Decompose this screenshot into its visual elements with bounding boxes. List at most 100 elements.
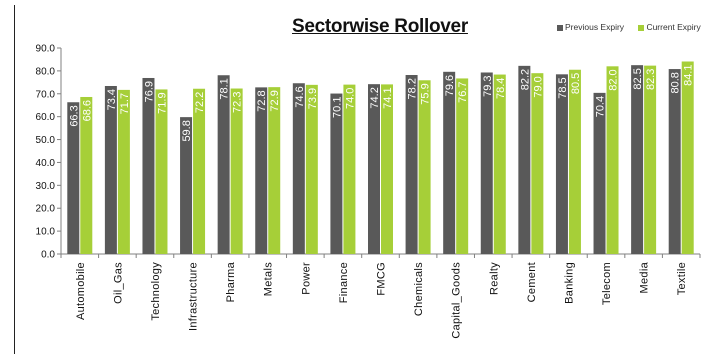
data-label: 82.0 (608, 69, 620, 90)
bar-current-expiry (230, 88, 243, 254)
bar-previous-expiry (180, 117, 193, 254)
legend-swatch-current (638, 24, 645, 31)
data-label: 75.9 (420, 83, 432, 104)
bar-current-expiry (268, 87, 281, 254)
data-label: 78.5 (557, 77, 569, 98)
chart-title: Sectorwise Rollover (292, 16, 468, 37)
x-category-label: Power (300, 262, 312, 295)
y-tick-label: 60.0 (36, 112, 56, 123)
data-label: 79.6 (444, 75, 456, 96)
x-category-label: Chemicals (413, 262, 425, 316)
bar-previous-expiry (292, 83, 305, 254)
data-label: 78.2 (407, 78, 419, 99)
bar-current-expiry (456, 78, 469, 254)
data-label: 72.3 (232, 92, 244, 113)
bar-previous-expiry (142, 77, 155, 255)
data-label: 72.9 (269, 90, 281, 111)
data-label: 70.4 (595, 96, 607, 117)
bar-previous-expiry (518, 65, 531, 254)
bar-current-expiry (644, 65, 657, 254)
data-label: 82.2 (519, 69, 531, 90)
bar-current-expiry (117, 89, 130, 255)
y-tick-label: 50.0 (36, 135, 56, 146)
bar-previous-expiry (217, 75, 230, 254)
data-label: 74.0 (344, 88, 356, 109)
x-category-label: Capital_Goods (451, 262, 463, 339)
legend-label-previous: Previous Expiry (565, 22, 625, 32)
data-label: 73.4 (106, 89, 118, 110)
x-category-label: Finance (338, 262, 350, 303)
bar-current-expiry (155, 89, 168, 254)
data-label: 76.7 (457, 81, 469, 102)
bar-current-expiry (606, 66, 619, 254)
data-label: 72.8 (256, 90, 268, 111)
data-label: 82.3 (645, 69, 657, 90)
data-label: 76.9 (143, 81, 155, 102)
data-label: 59.8 (181, 120, 193, 141)
legend-item-previous: Previous Expiry (557, 22, 624, 32)
bar-previous-expiry (330, 93, 343, 254)
legend-label-current: Current Expiry (646, 22, 701, 32)
legend-item-current: Current Expiry (638, 22, 701, 32)
y-tick-label: 90.0 (36, 44, 56, 55)
bar-current-expiry (343, 84, 356, 254)
bar-previous-expiry (668, 69, 681, 255)
data-label: 71.9 (156, 92, 168, 113)
bar-current-expiry (568, 69, 581, 254)
y-tick-label: 10.0 (36, 227, 56, 238)
data-label: 78.4 (495, 78, 507, 99)
data-label: 79.3 (482, 75, 494, 96)
x-category-label: FMCG (376, 262, 388, 296)
bar-current-expiry (80, 96, 93, 254)
bar-previous-expiry (631, 65, 644, 255)
x-category-label: Cement (526, 262, 538, 302)
chart-legend: Previous Expiry Current Expiry (557, 22, 713, 32)
bar-current-expiry (305, 84, 318, 255)
data-label: 68.6 (81, 100, 93, 121)
x-category-label: Pharma (225, 261, 237, 302)
data-label: 74.6 (294, 86, 306, 107)
data-label: 82.5 (632, 68, 644, 89)
data-label: 78.1 (219, 78, 231, 99)
bar-current-expiry (493, 74, 506, 254)
bar-previous-expiry (405, 75, 418, 255)
data-label: 84.1 (683, 65, 695, 86)
y-tick-label: 0.0 (41, 250, 55, 261)
y-tick-label: 20.0 (36, 204, 56, 215)
x-category-label: Infrastructure (188, 262, 200, 331)
x-category-label: Banking (563, 262, 575, 304)
bar-previous-expiry (67, 102, 80, 254)
bar-current-expiry (531, 73, 544, 254)
bar-current-expiry (418, 80, 431, 254)
bar-previous-expiry (480, 72, 493, 254)
legend-swatch-previous (557, 24, 563, 31)
x-category-label: Technology (150, 262, 162, 321)
bar-current-expiry (381, 84, 393, 254)
bar-previous-expiry (104, 85, 117, 255)
data-label: 71.7 (119, 93, 131, 114)
data-label: 74.2 (369, 87, 381, 108)
data-label: 80.5 (570, 73, 582, 94)
y-tick-label: 80.0 (36, 66, 56, 77)
x-category-label: Oil_Gas (112, 262, 124, 304)
bar-current-expiry (193, 88, 206, 255)
x-category-label: Media (639, 261, 651, 293)
x-category-label: Telecom (601, 262, 613, 305)
x-category-label: Realty (488, 262, 500, 295)
data-label: 74.1 (382, 87, 394, 108)
x-category-label: Textile (676, 262, 688, 295)
bar-previous-expiry (368, 84, 380, 254)
y-tick-label: 30.0 (36, 181, 56, 192)
bar-current-expiry (681, 61, 694, 255)
data-label: 79.0 (532, 76, 544, 97)
data-label: 80.8 (670, 72, 682, 93)
bar-previous-expiry (255, 87, 268, 254)
data-label: 73.9 (307, 88, 319, 109)
x-category-label: Metals (263, 262, 275, 296)
data-label: 70.1 (331, 97, 343, 118)
y-tick-label: 40.0 (36, 158, 56, 169)
y-tick-label: 70.0 (36, 89, 56, 100)
bar-previous-expiry (555, 74, 568, 254)
bar-previous-expiry (593, 92, 606, 255)
